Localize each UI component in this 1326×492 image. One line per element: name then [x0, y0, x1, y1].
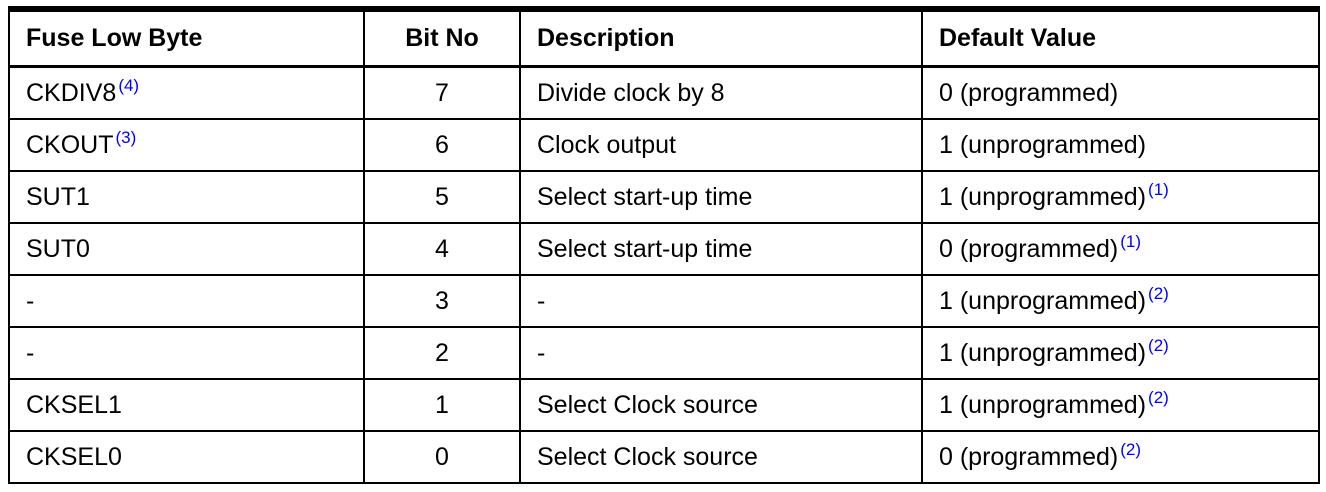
fuse-low-byte-table-container: Fuse Low Byte Bit No Description Default…: [8, 6, 1320, 484]
footnote-link[interactable]: (1): [1148, 179, 1169, 199]
bit-no-cell: 7: [363, 65, 521, 120]
header-description: Description: [519, 9, 923, 67]
table-row: - 3 - 1 (unprogrammed) (2): [8, 274, 1320, 328]
table-row: SUT1 5 Select start-up time 1 (unprogram…: [8, 170, 1320, 224]
header-fuse-low-byte: Fuse Low Byte: [8, 9, 365, 67]
description-cell: Select start-up time: [519, 222, 923, 276]
fuse-name: CKSEL1: [26, 390, 122, 419]
header-bit-no: Bit No: [363, 9, 521, 67]
table-row: SUT0 4 Select start-up time 0 (programme…: [8, 222, 1320, 276]
bit-no-cell: 2: [363, 326, 521, 380]
footnote-link[interactable]: (2): [1148, 387, 1169, 407]
bit-no-cell: 0: [363, 430, 521, 484]
fuse-name: CKDIV8: [26, 78, 117, 107]
fuse-name-cell: -: [8, 326, 365, 380]
fuse-name: CKSEL0: [26, 442, 122, 471]
footnote-link[interactable]: (2): [1120, 439, 1142, 459]
fuse-name: -: [26, 338, 35, 367]
fuse-low-byte-table: Fuse Low Byte Bit No Description Default…: [8, 6, 1320, 484]
description-cell: -: [519, 326, 923, 380]
description-cell: Select Clock source: [519, 430, 923, 484]
footnote-link[interactable]: (3): [115, 127, 137, 147]
bit-no-cell: 3: [363, 274, 521, 328]
default-value-cell: 0 (programmed): [921, 65, 1320, 120]
default-value: 0 (programmed): [939, 234, 1119, 263]
description-cell: -: [519, 274, 923, 328]
footnote-link[interactable]: (1): [1120, 231, 1142, 251]
default-value: 0 (programmed): [939, 442, 1119, 471]
default-value: 1 (unprogrammed): [939, 338, 1147, 367]
fuse-name: SUT1: [26, 182, 90, 211]
default-value-cell: 1 (unprogrammed): [921, 118, 1320, 172]
table-row: - 2 - 1 (unprogrammed) (2): [8, 326, 1320, 380]
footnote-link[interactable]: (2): [1148, 335, 1169, 355]
description-cell: Select Clock source: [519, 378, 923, 432]
fuse-name-cell: SUT0: [8, 222, 365, 276]
default-value-cell: 0 (programmed) (2): [921, 430, 1320, 484]
default-value-cell: 1 (unprogrammed) (2): [921, 274, 1320, 328]
fuse-name-cell: SUT1: [8, 170, 365, 224]
bit-no-cell: 1: [363, 378, 521, 432]
default-value: 1 (unprogrammed): [939, 130, 1147, 159]
header-default-value: Default Value: [921, 9, 1320, 67]
table-header-row: Fuse Low Byte Bit No Description Default…: [8, 9, 1320, 67]
fuse-name-cell: CKOUT (3): [8, 118, 365, 172]
default-value-cell: 1 (unprogrammed) (2): [921, 378, 1320, 432]
default-value-cell: 0 (programmed) (1): [921, 222, 1320, 276]
default-value: 1 (unprogrammed): [939, 286, 1147, 315]
bit-no-cell: 6: [363, 118, 521, 172]
description-cell: Clock output: [519, 118, 923, 172]
table-row: CKSEL0 0 Select Clock source 0 (programm…: [8, 430, 1320, 484]
fuse-name-cell: CKSEL0: [8, 430, 365, 484]
default-value: 0 (programmed): [939, 78, 1119, 107]
fuse-name-cell: CKSEL1: [8, 378, 365, 432]
bit-no-cell: 5: [363, 170, 521, 224]
footnote-link[interactable]: (2): [1148, 283, 1169, 303]
table-row: CKSEL1 1 Select Clock source 1 (unprogra…: [8, 378, 1320, 432]
default-value: 1 (unprogrammed): [939, 182, 1147, 211]
description-cell: Select start-up time: [519, 170, 923, 224]
default-value: 1 (unprogrammed): [939, 390, 1147, 419]
fuse-name: SUT0: [26, 234, 90, 263]
fuse-name-cell: -: [8, 274, 365, 328]
footnote-link[interactable]: (4): [118, 75, 140, 95]
description-cell: Divide clock by 8: [519, 65, 923, 120]
default-value-cell: 1 (unprogrammed) (2): [921, 326, 1320, 380]
table-row: CKDIV8 (4) 7 Divide clock by 8 0 (program…: [8, 65, 1320, 120]
default-value-cell: 1 (unprogrammed) (1): [921, 170, 1320, 224]
fuse-name-cell: CKDIV8 (4): [8, 65, 365, 120]
fuse-name: CKOUT: [26, 130, 114, 159]
bit-no-cell: 4: [363, 222, 521, 276]
table-row: CKOUT (3) 6 Clock output 1 (unprogrammed): [8, 118, 1320, 172]
fuse-name: -: [26, 286, 35, 315]
